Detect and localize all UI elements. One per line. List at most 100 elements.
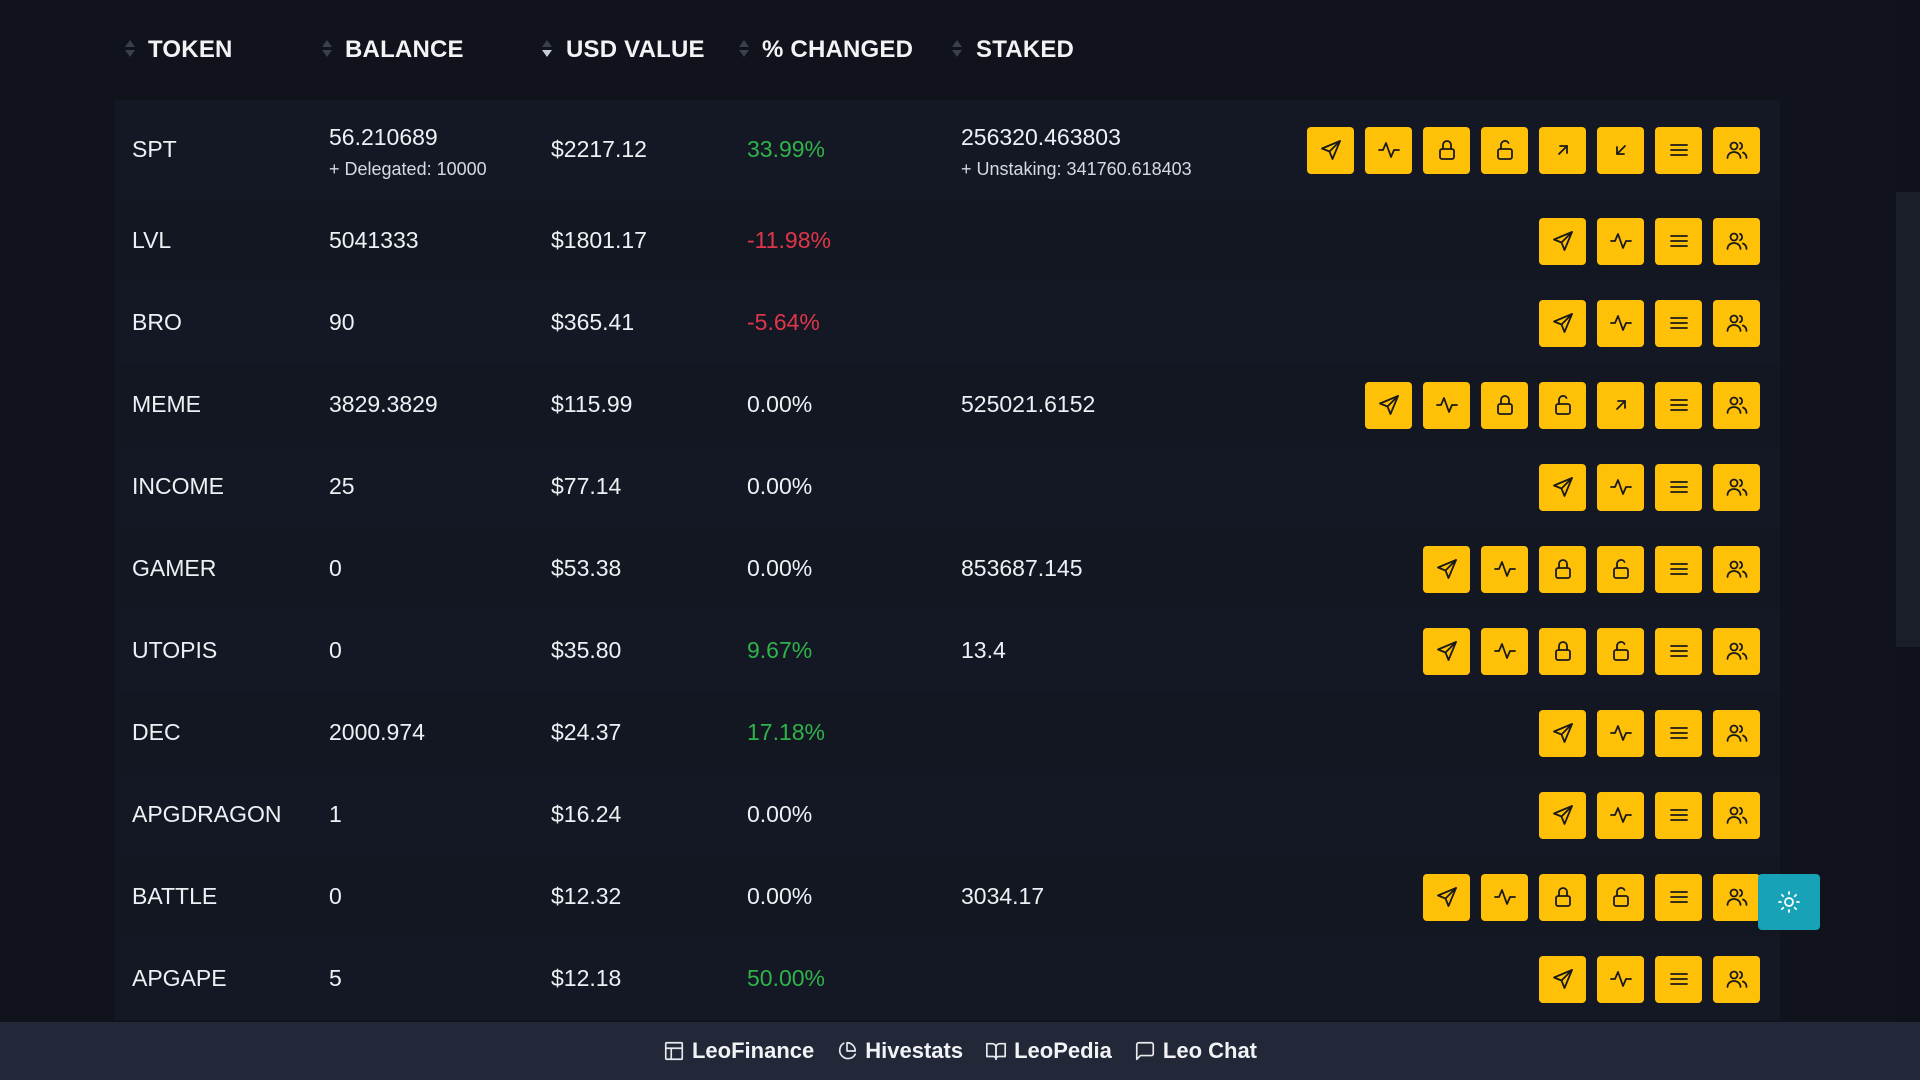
send-button[interactable]	[1539, 791, 1586, 839]
scrollbar-thumb[interactable]	[1896, 192, 1920, 647]
undelegate-button[interactable]	[1597, 126, 1644, 174]
send-button[interactable]	[1423, 545, 1470, 593]
menu-icon	[1669, 645, 1688, 657]
menu-icon	[1669, 563, 1688, 575]
menu-icon	[1669, 809, 1688, 821]
delegations-button[interactable]	[1713, 873, 1760, 921]
theme-toggle-button[interactable]	[1758, 874, 1820, 930]
history-button[interactable]	[1655, 463, 1702, 511]
delegations-button[interactable]	[1713, 217, 1760, 265]
sort-changed-icon[interactable]	[739, 39, 749, 59]
history-button[interactable]	[1655, 627, 1702, 675]
chart-pulse-icon	[1609, 807, 1632, 823]
header-staked[interactable]: STAKED	[976, 36, 1075, 63]
chart-button[interactable]	[1481, 627, 1528, 675]
history-button[interactable]	[1655, 791, 1702, 839]
unstake-button[interactable]	[1597, 627, 1644, 675]
header-changed[interactable]: % CHANGED	[762, 36, 914, 63]
stake-button[interactable]	[1481, 381, 1528, 429]
percent-changed: 17.18%	[747, 719, 826, 745]
scrollbar[interactable]	[1896, 0, 1920, 1022]
chart-pulse-icon	[1493, 889, 1516, 905]
history-button[interactable]	[1655, 381, 1702, 429]
delegations-button[interactable]	[1713, 126, 1760, 174]
table-body: SPT 56.210689 + Delegated: 10000 $2217.12 33…	[115, 100, 1780, 1020]
delegations-button[interactable]	[1713, 463, 1760, 511]
balance-value: 1	[329, 801, 342, 827]
header-token[interactable]: TOKEN	[148, 36, 233, 63]
delegations-button[interactable]	[1713, 791, 1760, 839]
chart-button[interactable]	[1597, 791, 1644, 839]
token-symbol: DEC	[132, 719, 181, 745]
history-button[interactable]	[1655, 873, 1702, 921]
menu-icon	[1669, 891, 1688, 903]
send-button[interactable]	[1423, 627, 1470, 675]
unstake-button[interactable]	[1597, 873, 1644, 921]
table-row: BATTLE 0 $12.32 0.00% 3034.17	[115, 856, 1780, 938]
chart-button[interactable]	[1597, 955, 1644, 1003]
delegations-button[interactable]	[1713, 299, 1760, 347]
stake-button[interactable]	[1539, 545, 1586, 593]
table-row: SPT 56.210689 + Delegated: 10000 $2217.12 33…	[115, 100, 1780, 200]
chart-button[interactable]	[1597, 463, 1644, 511]
chart-button[interactable]	[1597, 299, 1644, 347]
unstake-button[interactable]	[1597, 545, 1644, 593]
percent-changed: -11.98%	[747, 227, 831, 253]
delegations-button[interactable]	[1713, 627, 1760, 675]
sort-staked-icon[interactable]	[952, 39, 962, 59]
row-actions	[1539, 791, 1760, 839]
stake-button[interactable]	[1539, 627, 1586, 675]
balance-value: 0	[329, 555, 342, 581]
send-button[interactable]	[1423, 873, 1470, 921]
unstake-button[interactable]	[1539, 381, 1586, 429]
delegate-button[interactable]	[1597, 381, 1644, 429]
table-row: DEC 2000.974 $24.37 17.18%	[115, 692, 1780, 774]
chart-button[interactable]	[1365, 126, 1412, 174]
lock-icon	[1554, 559, 1571, 579]
send-button[interactable]	[1539, 709, 1586, 757]
chart-button[interactable]	[1423, 381, 1470, 429]
footer-link-leofinance[interactable]: LeoFinance	[663, 1038, 814, 1064]
history-button[interactable]	[1655, 545, 1702, 593]
sort-usd-value-icon[interactable]	[542, 39, 552, 59]
send-button[interactable]	[1539, 217, 1586, 265]
history-button[interactable]	[1655, 299, 1702, 347]
header-balance[interactable]: BALANCE	[345, 36, 464, 63]
footer-link-leo-chat[interactable]: Leo Chat	[1134, 1038, 1257, 1064]
chart-button[interactable]	[1481, 873, 1528, 921]
delegations-button[interactable]	[1713, 709, 1760, 757]
menu-icon	[1669, 973, 1688, 985]
send-button[interactable]	[1539, 463, 1586, 511]
header-usd-value[interactable]: USD VALUE	[566, 36, 705, 63]
chart-button[interactable]	[1597, 709, 1644, 757]
usd-value: $12.32	[551, 883, 622, 909]
stake-button[interactable]	[1423, 126, 1470, 174]
footer-link-hivestats[interactable]: Hivestats	[836, 1038, 963, 1064]
stake-button[interactable]	[1539, 873, 1586, 921]
chart-button[interactable]	[1481, 545, 1528, 593]
table-row: INCOME 25 $77.14 0.00%	[115, 446, 1780, 528]
balance-value: 0	[329, 883, 342, 909]
send-button[interactable]	[1365, 381, 1412, 429]
delegate-button[interactable]	[1539, 126, 1586, 174]
delegations-button[interactable]	[1713, 381, 1760, 429]
sort-token-icon[interactable]	[125, 39, 135, 59]
sort-balance-icon[interactable]	[322, 39, 332, 59]
send-button[interactable]	[1307, 126, 1354, 174]
footer-link-leopedia[interactable]: LeoPedia	[985, 1038, 1112, 1064]
lock-icon	[1554, 887, 1571, 907]
unlock-icon	[1612, 559, 1629, 579]
history-button[interactable]	[1655, 955, 1702, 1003]
send-button[interactable]	[1539, 299, 1586, 347]
token-symbol: INCOME	[132, 473, 224, 499]
history-button[interactable]	[1655, 217, 1702, 265]
delegations-button[interactable]	[1713, 545, 1760, 593]
token-table: TOKEN BALANCE USD VALUE % CHANGED STAKED…	[115, 0, 1780, 1020]
delegations-button[interactable]	[1713, 955, 1760, 1003]
unstake-button[interactable]	[1481, 126, 1528, 174]
history-button[interactable]	[1655, 126, 1702, 174]
menu-icon	[1669, 727, 1688, 739]
send-button[interactable]	[1539, 955, 1586, 1003]
chart-button[interactable]	[1597, 217, 1644, 265]
history-button[interactable]	[1655, 709, 1702, 757]
